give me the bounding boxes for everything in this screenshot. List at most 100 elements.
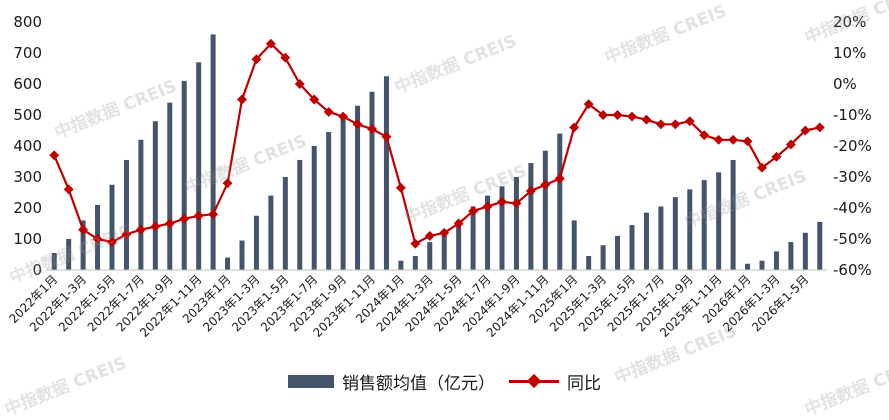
- bar-2: [80, 220, 86, 270]
- line-point-45: [699, 130, 710, 141]
- bar-1: [66, 239, 72, 270]
- bar-5: [123, 159, 129, 270]
- line-point-2: [78, 224, 89, 235]
- line-point-38: [598, 110, 609, 120]
- bar-52: [802, 232, 808, 270]
- line-point-7: [150, 221, 161, 232]
- line-point-30: [482, 201, 493, 212]
- y-right-tick-label: 10%: [833, 44, 866, 62]
- y-right-tick-label: 20%: [833, 13, 866, 31]
- bar-30: [485, 195, 491, 270]
- bar-41: [643, 212, 649, 270]
- y-right-tick-label: -60%: [833, 261, 872, 279]
- bar-51: [788, 242, 794, 270]
- line-point-47: [728, 134, 739, 145]
- bar-43: [672, 197, 678, 270]
- line-point-36: [569, 122, 580, 133]
- bar-49: [759, 260, 765, 270]
- bar-47: [730, 159, 736, 270]
- bar-18: [311, 146, 317, 270]
- line-point-42: [655, 119, 666, 130]
- line-point-23: [381, 131, 392, 142]
- line-point-40: [627, 111, 637, 122]
- line-point-46: [713, 134, 724, 145]
- bar-39: [615, 235, 621, 270]
- bar-44: [687, 189, 693, 270]
- line-point-5: [121, 229, 132, 240]
- line-point-34: [540, 179, 551, 190]
- line-point-28: [453, 218, 464, 229]
- line-point-6: [135, 224, 146, 235]
- line-point-22: [367, 124, 377, 134]
- line-point-51: [785, 139, 796, 150]
- bar-32: [513, 177, 519, 270]
- bar-21: [355, 105, 361, 270]
- bar-17: [297, 159, 303, 270]
- bar-26: [427, 242, 433, 270]
- y-right-tick-label: -40%: [833, 199, 872, 217]
- legend-bar-label: 销售额均值（亿元）: [342, 373, 495, 394]
- bar-50: [773, 251, 779, 270]
- line-point-0: [49, 150, 60, 161]
- line-point-10: [193, 210, 204, 221]
- bar-27: [441, 232, 447, 270]
- bar-31: [499, 186, 505, 270]
- y-left-tick-label: 800: [13, 13, 42, 31]
- line-point-3: [92, 234, 103, 244]
- line-point-52: [800, 125, 811, 136]
- bar-9: [181, 80, 187, 271]
- y-right-tick-label: -50%: [833, 230, 872, 248]
- line-point-37: [583, 99, 594, 110]
- bar-22: [369, 91, 375, 270]
- bar-13: [239, 240, 245, 270]
- bar-10: [196, 62, 202, 270]
- line-point-12: [222, 178, 233, 189]
- legend-line-label: 同比: [567, 373, 601, 394]
- y-left-tick-label: 600: [13, 75, 42, 93]
- bar-38: [600, 245, 606, 270]
- y-left-tick-label: 0: [32, 261, 42, 279]
- bar-23: [383, 76, 389, 270]
- bar-14: [253, 215, 259, 270]
- bar-20: [340, 118, 346, 270]
- y-right-tick-label: 0%: [833, 75, 857, 93]
- line-point-53: [814, 122, 825, 133]
- bar-8: [167, 102, 173, 270]
- bar-24: [398, 260, 404, 270]
- bar-25: [412, 256, 418, 270]
- bar-28: [456, 220, 462, 270]
- line-point-41: [641, 114, 652, 125]
- bar-35: [557, 133, 563, 270]
- legend-item-bars: 销售额均值（亿元）: [288, 369, 495, 394]
- y-left-tick-label: 500: [13, 106, 42, 124]
- line-point-27: [439, 227, 450, 238]
- line-point-9: [179, 213, 190, 224]
- bar-29: [470, 206, 476, 270]
- line-point-50: [771, 151, 782, 162]
- line-point-32: [511, 198, 522, 209]
- bar-34: [542, 150, 548, 270]
- line-point-49: [757, 162, 767, 173]
- line-point-14: [251, 54, 262, 65]
- line-point-35: [554, 173, 565, 184]
- line-point-8: [164, 218, 175, 229]
- y-left-tick-label: 700: [13, 44, 42, 62]
- bar-53: [817, 221, 823, 270]
- bar-42: [658, 206, 664, 270]
- bar-19: [326, 132, 332, 270]
- line-point-25: [410, 238, 421, 249]
- y-left-tick-label: 300: [13, 168, 42, 186]
- bar-0: [51, 252, 57, 270]
- bar-15: [268, 195, 274, 270]
- y-left-tick-label: 400: [13, 137, 42, 155]
- chart: 0 100 200 300 400 500 600 700 800 -60% -50% -40% -30…: [6, 13, 872, 340]
- bar-11: [210, 34, 216, 271]
- bar-45: [701, 180, 707, 270]
- legend-item-line: 同比: [509, 369, 601, 394]
- line-point-20: [338, 111, 349, 122]
- line-point-44: [684, 116, 695, 127]
- legend: 销售额均值（亿元） 同比: [0, 368, 889, 394]
- line-point-21: [352, 119, 363, 130]
- line-point-31: [497, 196, 507, 207]
- line-point-39: [612, 110, 623, 120]
